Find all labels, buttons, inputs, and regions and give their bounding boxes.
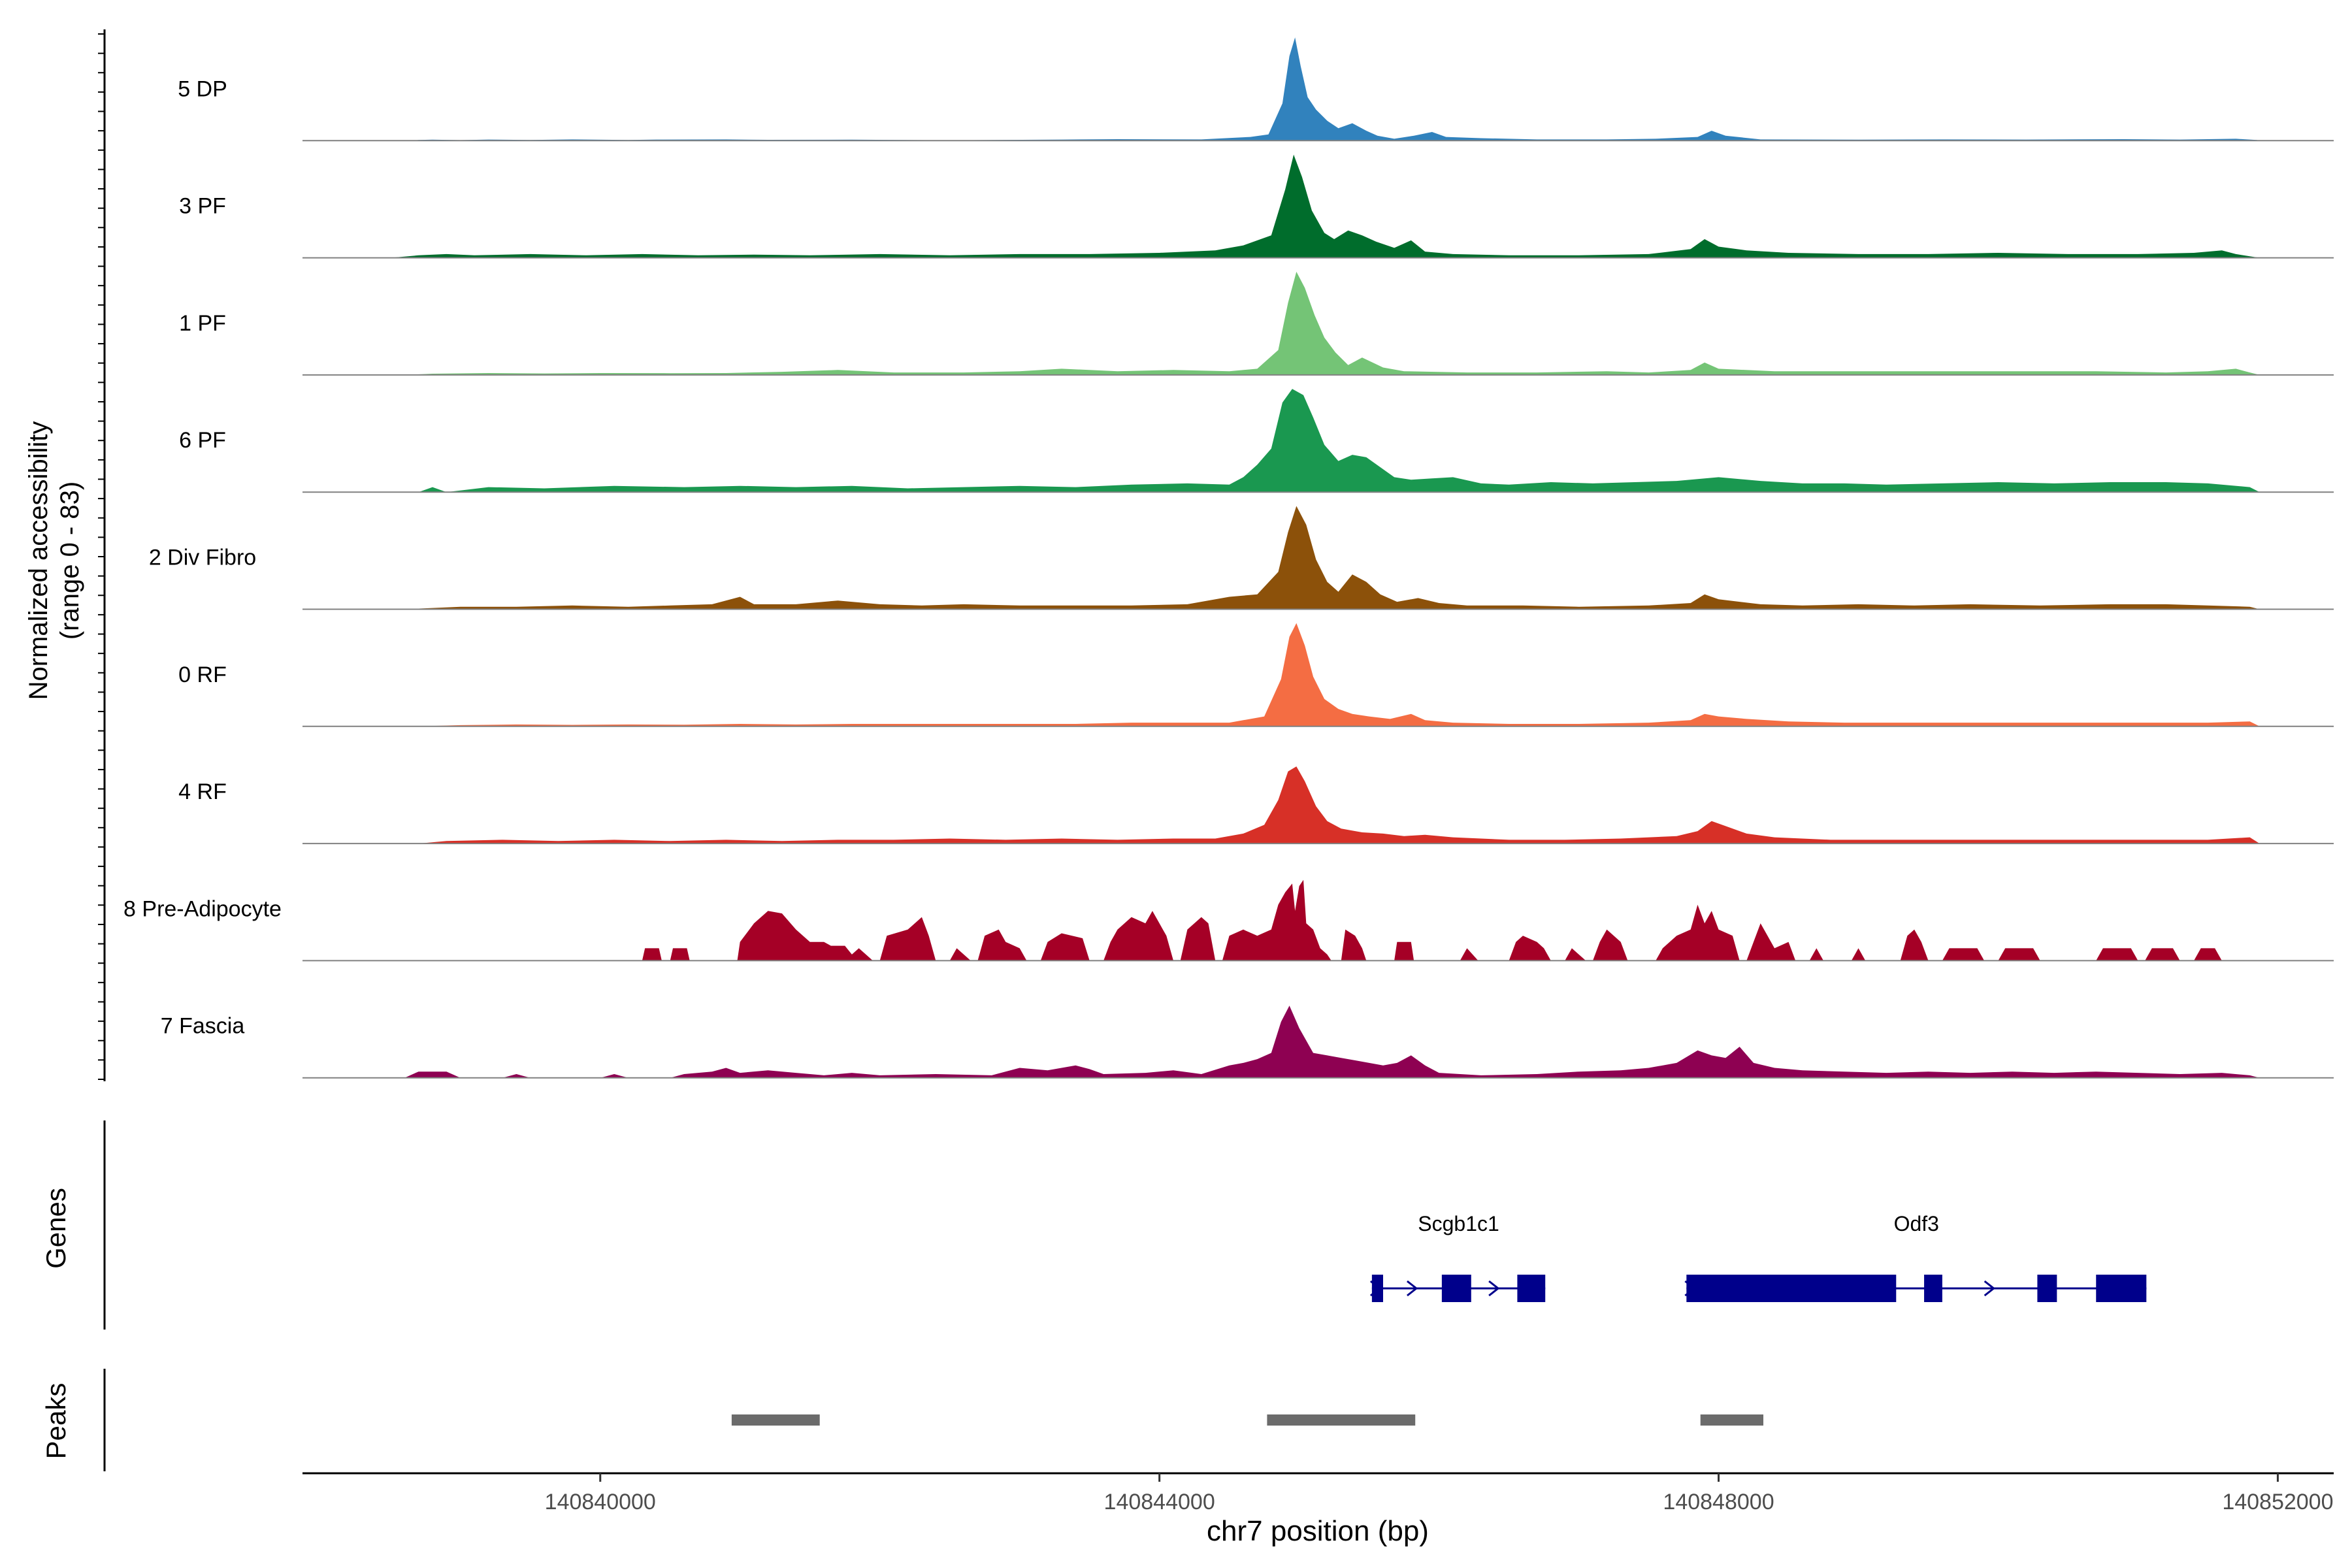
track-area-8-pre-adipocyte — [642, 879, 2222, 961]
x-axis: 140840000 140844000 140848000 140852000 — [302, 1472, 2334, 1514]
y-axis-title-line2: (range 0 - 83) — [56, 482, 84, 640]
genes-track-title: Genes — [41, 1188, 71, 1269]
track-area-2-div-fibro — [404, 506, 2260, 610]
track-area-1-pf — [404, 271, 2260, 375]
peak-region — [1267, 1414, 1416, 1426]
track-label: 5 DP — [178, 76, 227, 101]
track-label: 3 PF — [179, 194, 226, 219]
gene-exon-scgb1c1 — [1517, 1275, 1546, 1302]
gene-strand-arrow — [1369, 1280, 1382, 1297]
gene-strand-arrow — [1984, 1280, 1996, 1297]
gene-track: Scgb1c1 Odf3 — [1369, 1212, 2147, 1302]
x-tick-label: 140848000 — [1663, 1490, 1774, 1514]
peak-region — [1700, 1414, 1763, 1426]
gene-exon-odf3 — [1686, 1275, 1897, 1302]
y-axis-title-line1: Normalized accessibility — [24, 421, 53, 700]
gene-label-odf3: Odf3 — [1894, 1212, 1939, 1235]
track-label: 0 RF — [178, 662, 227, 687]
track-label: 1 PF — [179, 311, 226, 336]
left-axes — [98, 29, 106, 1471]
track-area-6-pf — [418, 389, 2260, 493]
gene-label-scgb1c1: Scgb1c1 — [1418, 1212, 1499, 1235]
x-tick-label: 140852000 — [2222, 1490, 2333, 1514]
track-label: 2 Div Fibro — [149, 546, 256, 570]
gene-strand-arrow — [1684, 1280, 1696, 1297]
gene-exon-odf3 — [2096, 1275, 2147, 1302]
track-label: 6 PF — [179, 428, 226, 453]
peak-region — [731, 1414, 820, 1426]
gene-exon-odf3 — [2037, 1275, 2057, 1302]
track-area-4-rf — [418, 766, 2260, 844]
track-area-3-pf — [390, 154, 2260, 258]
track-label: 7 Fascia — [161, 1014, 245, 1039]
peaks-track-title: Peaks — [41, 1383, 71, 1460]
gene-exon-scgb1c1 — [1371, 1275, 1383, 1302]
track-area-7-fascia — [404, 1005, 2260, 1078]
gene-exon-scgb1c1 — [1441, 1275, 1471, 1302]
x-tick-label: 140844000 — [1104, 1490, 1215, 1514]
track-area-5-dp — [411, 37, 2260, 141]
track-label: 8 Pre-Adipocyte — [123, 896, 282, 921]
gene-strand-arrow — [1407, 1280, 1418, 1297]
accessibility-tracks: 5 DP 3 PF 1 PF 6 PF 2 Div Fibro 0 RF 4 RF 8 Pre… — [123, 37, 2334, 1079]
track-label: 4 RF — [178, 779, 227, 804]
gene-strand-arrow — [1488, 1280, 1500, 1297]
peak-track — [731, 1414, 1763, 1426]
x-axis-title: chr7 position (bp) — [1207, 1515, 1429, 1547]
gene-exon-odf3 — [1924, 1275, 1942, 1302]
x-tick-label: 140840000 — [545, 1490, 656, 1514]
track-area-0-rf — [418, 623, 2260, 727]
